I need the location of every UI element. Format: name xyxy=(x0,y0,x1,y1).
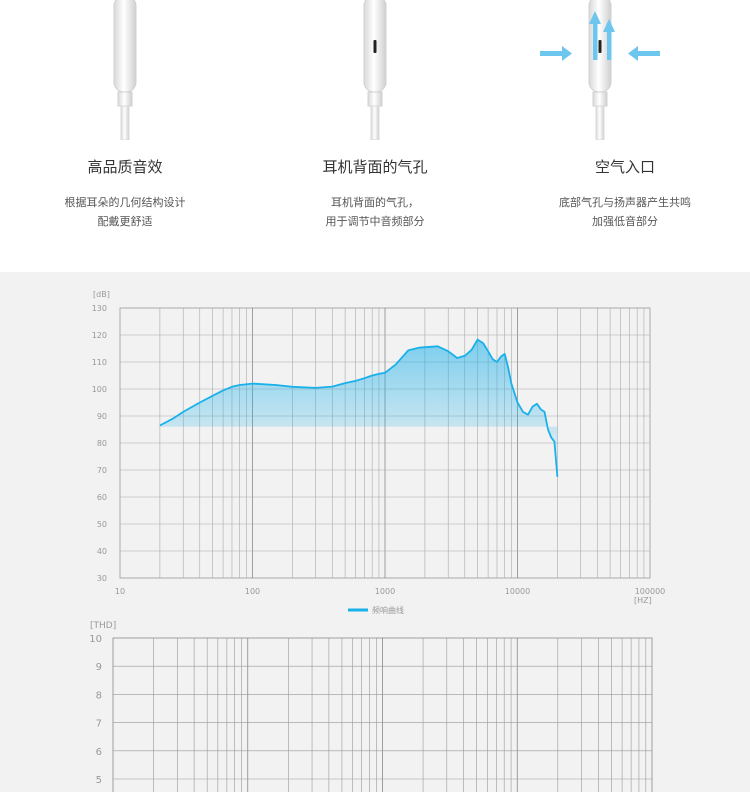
fr-y-tick-label: 110 xyxy=(92,358,107,367)
fr-x-axis-label: [HZ] xyxy=(634,596,652,605)
fr-y-tick-label: 120 xyxy=(92,331,107,340)
feature-title: 耳机背面的气孔 xyxy=(322,158,428,176)
frequency-response-chart: [dB] 130 120 110 100 90 80 70 60 50 40 30 10 100 100… xyxy=(92,290,666,615)
feature-desc-line: 配戴更舒适 xyxy=(97,215,153,228)
fr-y-tick-label: 50 xyxy=(97,520,107,529)
airflow-arrows-icon xyxy=(540,11,660,61)
feature-back-vent: 耳机背面的气孔 耳机背面的气孔， 用于调节中音频部分 xyxy=(250,0,500,272)
thd-grid xyxy=(112,637,653,796)
fr-legend: 频响曲线 xyxy=(348,605,404,615)
feature-desc-line: 耳机背面的气孔， xyxy=(331,196,419,209)
thd-y-tick-label: 6 xyxy=(96,747,102,758)
feature-desc-line: 底部气孔与扬声器产生共鸣 xyxy=(559,196,691,209)
thd-y-tick-label: 8 xyxy=(96,690,102,701)
feature-title: 空气入口 xyxy=(594,158,655,176)
thd-y-tick-label: 5 xyxy=(96,775,102,786)
fr-y-tick-label: 60 xyxy=(97,493,107,502)
fr-x-tick-label: 10 xyxy=(115,587,125,596)
fr-y-tick-label: 90 xyxy=(97,412,107,421)
legend-swatch xyxy=(348,608,368,612)
feature-title: 高品质音效 xyxy=(87,158,163,176)
fr-x-tick-label: 10000 xyxy=(505,587,530,596)
feature-air-inlet: 空气入口 底部气孔与扬声器产生共鸣 加强低音部分 xyxy=(500,0,750,272)
fr-y-tick-label: 100 xyxy=(92,385,107,394)
fr-x-tick-label: 100000 xyxy=(635,587,666,596)
legend-label: 频响曲线 xyxy=(372,605,404,615)
thd-y-tick-label: 9 xyxy=(96,662,102,673)
charts-section: [dB] 130 120 110 100 90 80 70 60 50 40 30 10 100 100… xyxy=(0,272,750,796)
feature-desc-line: 加强低音部分 xyxy=(592,215,658,228)
fr-y-tick-label: 80 xyxy=(97,439,107,448)
feature-description: 耳机背面的气孔， 用于调节中音频部分 xyxy=(250,193,500,231)
feature-description: 根据耳朵的几何结构设计 配戴更舒适 xyxy=(0,193,250,231)
fr-y-tick-label: 40 xyxy=(97,547,107,556)
feature-desc-line: 用于调节中音频部分 xyxy=(325,215,425,228)
fr-curve xyxy=(159,338,559,477)
feature-desc-line: 根据耳朵的几何结构设计 xyxy=(64,196,186,209)
features-section: 高品质音效 根据耳朵的几何结构设计 配戴更舒适 耳机背面的气孔 耳机背面的气孔，… xyxy=(0,0,750,272)
earphone-vent-image xyxy=(363,0,387,140)
earphone-airflow-image xyxy=(540,0,660,140)
thd-chart: [THD] 10 9 8 7 6 5 xyxy=(89,621,653,796)
fr-y-tick-label: 130 xyxy=(92,304,107,313)
earphone-stem-image xyxy=(113,0,137,140)
fr-y-ticks: 130 120 110 100 90 80 70 60 50 40 30 xyxy=(92,304,107,583)
fr-y-tick-label: 70 xyxy=(97,466,107,475)
thd-y-ticks: 10 9 8 7 6 5 xyxy=(89,634,102,786)
fr-grid xyxy=(119,307,651,579)
fr-y-axis-label: [dB] xyxy=(93,290,110,299)
charts-canvas: [dB] 130 120 110 100 90 80 70 60 50 40 30 10 100 100… xyxy=(89,290,666,796)
fr-curve-area xyxy=(159,339,558,477)
thd-y-axis-label: [THD] xyxy=(90,621,116,631)
fr-y-tick-label: 30 xyxy=(97,574,107,583)
thd-y-tick-label: 10 xyxy=(89,634,102,645)
thd-y-tick-label: 7 xyxy=(96,719,102,730)
fr-x-tick-label: 1000 xyxy=(375,587,395,596)
feature-sound-quality: 高品质音效 根据耳朵的几何结构设计 配戴更舒适 xyxy=(0,0,250,272)
fr-x-tick-label: 100 xyxy=(245,587,260,596)
fr-x-ticks: 10 100 1000 10000 100000 xyxy=(115,587,665,596)
fr-curve-line xyxy=(159,338,559,477)
feature-description: 底部气孔与扬声器产生共鸣 加强低音部分 xyxy=(500,193,750,231)
